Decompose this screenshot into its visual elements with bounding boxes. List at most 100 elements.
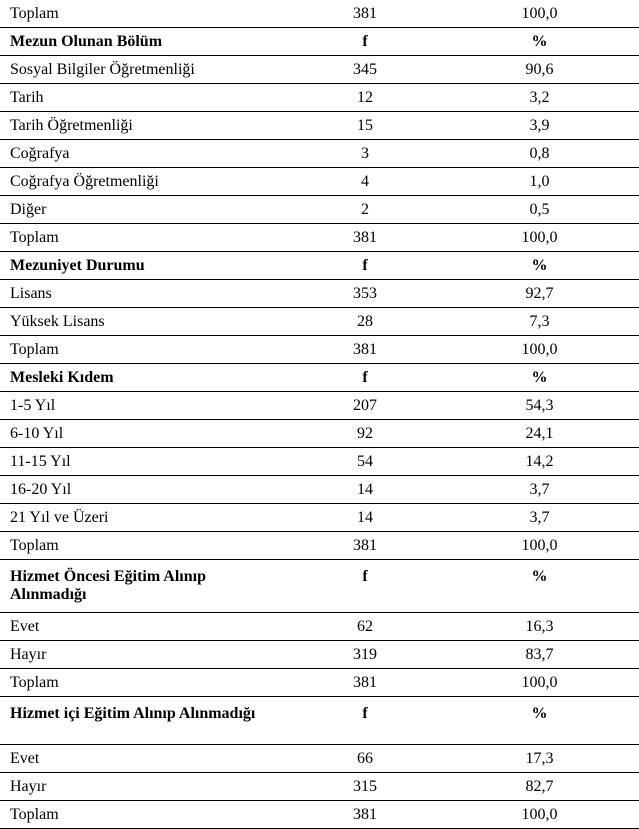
table-row: Lisans35392,7 xyxy=(0,280,639,308)
row-label: Toplam xyxy=(0,337,290,363)
row-label: Diğer xyxy=(0,197,290,223)
table-row: 16-20 Yıl143,7 xyxy=(0,476,639,504)
row-pct: 83,7 xyxy=(440,642,639,668)
row-pct: 1,0 xyxy=(440,169,639,195)
header-pct: % xyxy=(440,253,639,279)
row-f: 2 xyxy=(290,197,440,223)
row-label: Coğrafya xyxy=(0,141,290,167)
row-f: 345 xyxy=(290,57,440,83)
table-row: Coğrafya30,8 xyxy=(0,140,639,168)
table-row: Yüksek Lisans287,3 xyxy=(0,308,639,336)
row-label: Tarih Öğretmenliği xyxy=(0,113,290,139)
row-label: Toplam xyxy=(0,802,290,828)
row-label: Lisans xyxy=(0,281,290,307)
header-label: Hizmet içi Eğitim Alınıp Alınmadığı xyxy=(0,701,290,727)
table-header-row: Mezuniyet Durumuf% xyxy=(0,252,639,280)
row-label: Hayır xyxy=(0,774,290,800)
row-f: 3 xyxy=(290,141,440,167)
row-pct: 3,7 xyxy=(440,505,639,531)
row-label: Evet xyxy=(0,614,290,640)
row-pct: 16,3 xyxy=(440,614,639,640)
header-label: Hizmet Öncesi Eğitim Alınıp Alınmadığı xyxy=(0,564,290,608)
row-f: 92 xyxy=(290,421,440,447)
table-row: Toplam381100,0 xyxy=(0,0,639,28)
table-header-row: Hizmet içi Eğitim Alınıp Alınmadığıf% xyxy=(0,697,639,745)
row-pct: 0,8 xyxy=(440,141,639,167)
row-label: Toplam xyxy=(0,1,290,27)
table-row: Hayır31983,7 xyxy=(0,641,639,669)
row-label: Toplam xyxy=(0,670,290,696)
row-f: 381 xyxy=(290,533,440,559)
row-f: 4 xyxy=(290,169,440,195)
header-label: Mesleki Kıdem xyxy=(0,365,290,391)
row-label: Coğrafya Öğretmenliği xyxy=(0,169,290,195)
row-f: 381 xyxy=(290,802,440,828)
row-pct: 100,0 xyxy=(440,1,639,27)
row-pct: 3,9 xyxy=(440,113,639,139)
row-pct: 90,6 xyxy=(440,57,639,83)
row-label: Sosyal Bilgiler Öğretmenliği xyxy=(0,57,290,83)
row-pct: 54,3 xyxy=(440,393,639,419)
row-label: Yüksek Lisans xyxy=(0,309,290,335)
row-label: Evet xyxy=(0,746,290,772)
row-label: Hayır xyxy=(0,642,290,668)
table-row: Hayır31582,7 xyxy=(0,773,639,801)
row-label: 16-20 Yıl xyxy=(0,477,290,503)
row-f: 66 xyxy=(290,746,440,772)
row-pct: 100,0 xyxy=(440,802,639,828)
row-label: Toplam xyxy=(0,225,290,251)
header-pct: % xyxy=(440,564,639,590)
table-row: Toplam381100,0 xyxy=(0,669,639,697)
row-pct: 7,3 xyxy=(440,309,639,335)
row-label: 21 Yıl ve Üzeri xyxy=(0,505,290,531)
header-f: f xyxy=(290,253,440,279)
header-pct: % xyxy=(440,29,639,55)
table-row: Toplam381100,0 xyxy=(0,336,639,364)
table-row: Toplam381100,0 xyxy=(0,224,639,252)
table-row: Tarih Öğretmenliği153,9 xyxy=(0,112,639,140)
row-f: 28 xyxy=(290,309,440,335)
row-f: 54 xyxy=(290,449,440,475)
row-f: 207 xyxy=(290,393,440,419)
table-row: 11-15 Yıl5414,2 xyxy=(0,448,639,476)
row-f: 319 xyxy=(290,642,440,668)
row-f: 15 xyxy=(290,113,440,139)
header-label: Mezuniyet Durumu xyxy=(0,253,290,279)
row-label: Toplam xyxy=(0,533,290,559)
data-table: Toplam381100,0Mezun Olunan Bölümf%Sosyal… xyxy=(0,0,639,829)
row-f: 14 xyxy=(290,477,440,503)
row-pct: 100,0 xyxy=(440,670,639,696)
row-pct: 3,2 xyxy=(440,85,639,111)
header-f: f xyxy=(290,365,440,391)
row-pct: 24,1 xyxy=(440,421,639,447)
row-label: 1-5 Yıl xyxy=(0,393,290,419)
row-pct: 17,3 xyxy=(440,746,639,772)
row-label: 11-15 Yıl xyxy=(0,449,290,475)
header-f: f xyxy=(290,29,440,55)
row-f: 12 xyxy=(290,85,440,111)
row-f: 14 xyxy=(290,505,440,531)
table-row: Sosyal Bilgiler Öğretmenliği34590,6 xyxy=(0,56,639,84)
header-label: Mezun Olunan Bölüm xyxy=(0,29,290,55)
table-row: Evet6216,3 xyxy=(0,613,639,641)
table-row: 21 Yıl ve Üzeri143,7 xyxy=(0,504,639,532)
row-f: 381 xyxy=(290,225,440,251)
table-header-row: Hizmet Öncesi Eğitim Alınıp Alınmadığıf% xyxy=(0,560,639,613)
header-f: f xyxy=(290,701,440,727)
table-row: Toplam381100,0 xyxy=(0,532,639,560)
row-pct: 0,5 xyxy=(440,197,639,223)
row-f: 381 xyxy=(290,1,440,27)
header-pct: % xyxy=(440,365,639,391)
row-label: Tarih xyxy=(0,85,290,111)
row-f: 353 xyxy=(290,281,440,307)
row-pct: 3,7 xyxy=(440,477,639,503)
table-header-row: Mesleki Kıdemf% xyxy=(0,364,639,392)
row-pct: 92,7 xyxy=(440,281,639,307)
table-row: 6-10 Yıl9224,1 xyxy=(0,420,639,448)
row-f: 315 xyxy=(290,774,440,800)
table-header-row: Mezun Olunan Bölümf% xyxy=(0,28,639,56)
table-row: Tarih123,2 xyxy=(0,84,639,112)
row-pct: 14,2 xyxy=(440,449,639,475)
table-row: Diğer20,5 xyxy=(0,196,639,224)
row-pct: 100,0 xyxy=(440,533,639,559)
